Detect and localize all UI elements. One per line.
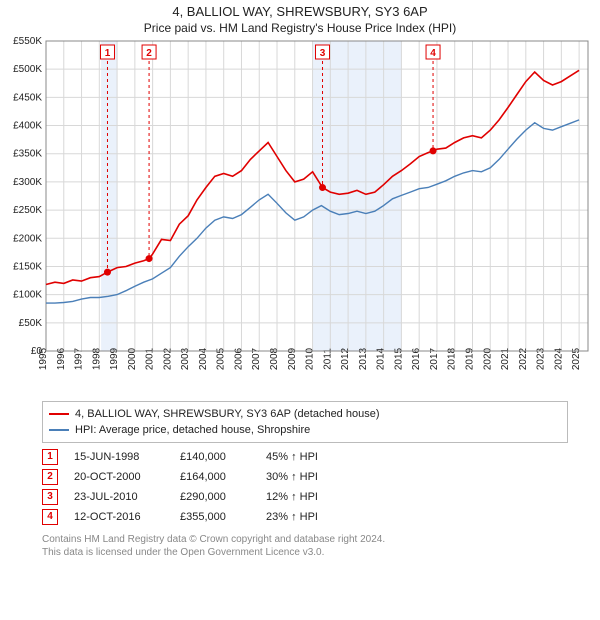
sales-row: 3 23-JUL-2010 £290,000 12% ↑ HPI <box>42 487 568 507</box>
sales-price: £140,000 <box>180 447 250 467</box>
footer-line2: This data is licensed under the Open Gov… <box>42 546 568 559</box>
legend-item: HPI: Average price, detached house, Shro… <box>49 422 561 438</box>
svg-text:£250K: £250K <box>13 205 42 216</box>
legend-label: HPI: Average price, detached house, Shro… <box>75 422 310 438</box>
sales-table: 1 15-JUN-1998 £140,000 45% ↑ HPI 2 20-OCT-200… <box>42 447 568 527</box>
sales-diff: 30% ↑ HPI <box>266 467 356 487</box>
svg-text:£350K: £350K <box>13 149 42 160</box>
svg-text:1: 1 <box>105 48 111 59</box>
sales-price: £355,000 <box>180 507 250 527</box>
footer-line1: Contains HM Land Registry data © Crown c… <box>42 533 568 546</box>
svg-text:£100K: £100K <box>13 290 42 301</box>
sales-row: 1 15-JUN-1998 £140,000 45% ↑ HPI <box>42 447 568 467</box>
svg-text:3: 3 <box>320 48 326 59</box>
sales-date: 23-JUL-2010 <box>74 487 164 507</box>
svg-text:2: 2 <box>146 48 152 59</box>
svg-text:4: 4 <box>430 48 436 59</box>
svg-text:£550K: £550K <box>13 36 42 47</box>
sales-diff: 23% ↑ HPI <box>266 507 356 527</box>
svg-text:£450K: £450K <box>13 92 42 103</box>
legend-swatch <box>49 429 69 431</box>
sales-price: £164,000 <box>180 467 250 487</box>
title-main: 4, BALLIOL WAY, SHREWSBURY, SY3 6AP <box>0 4 600 19</box>
svg-text:£150K: £150K <box>13 261 42 272</box>
sales-marker: 2 <box>42 469 58 485</box>
footer: Contains HM Land Registry data © Crown c… <box>42 533 568 559</box>
sales-date: 12-OCT-2016 <box>74 507 164 527</box>
legend: 4, BALLIOL WAY, SHREWSBURY, SY3 6AP (det… <box>42 401 568 443</box>
legend-swatch <box>49 413 69 415</box>
sales-date: 15-JUN-1998 <box>74 447 164 467</box>
sales-row: 2 20-OCT-2000 £164,000 30% ↑ HPI <box>42 467 568 487</box>
svg-text:£400K: £400K <box>13 121 42 132</box>
svg-text:£50K: £50K <box>19 318 43 329</box>
sales-marker: 4 <box>42 509 58 525</box>
svg-text:£200K: £200K <box>13 233 42 244</box>
sales-marker: 3 <box>42 489 58 505</box>
price-chart: £0£50K£100K£150K£200K£250K£300K£350K£400… <box>0 35 600 395</box>
sales-price: £290,000 <box>180 487 250 507</box>
sales-diff: 45% ↑ HPI <box>266 447 356 467</box>
title-sub: Price paid vs. HM Land Registry's House … <box>0 21 600 35</box>
svg-text:£300K: £300K <box>13 177 42 188</box>
chart-titles: 4, BALLIOL WAY, SHREWSBURY, SY3 6AP Pric… <box>0 0 600 35</box>
sales-marker: 1 <box>42 449 58 465</box>
legend-item: 4, BALLIOL WAY, SHREWSBURY, SY3 6AP (det… <box>49 406 561 422</box>
sales-date: 20-OCT-2000 <box>74 467 164 487</box>
sales-row: 4 12-OCT-2016 £355,000 23% ↑ HPI <box>42 507 568 527</box>
legend-label: 4, BALLIOL WAY, SHREWSBURY, SY3 6AP (det… <box>75 406 380 422</box>
sales-diff: 12% ↑ HPI <box>266 487 356 507</box>
svg-text:£500K: £500K <box>13 64 42 75</box>
